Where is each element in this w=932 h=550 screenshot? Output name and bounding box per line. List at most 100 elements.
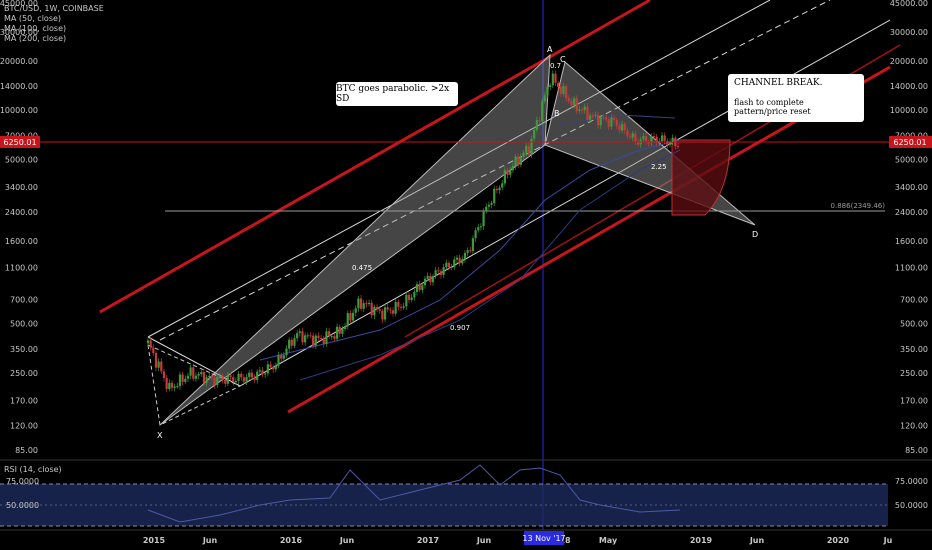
pattern-xab xyxy=(159,53,551,426)
price-tick-left-2: 20000.00 xyxy=(0,57,38,66)
candle-body xyxy=(282,355,285,359)
candle-body xyxy=(620,124,624,131)
candle-body xyxy=(290,339,293,346)
candle-body xyxy=(237,373,240,382)
price-tick-left-6: 5000.00 xyxy=(5,156,38,165)
candle-body xyxy=(482,210,485,227)
candle-body xyxy=(162,371,166,378)
candle-body xyxy=(375,306,379,310)
point-c-label: C xyxy=(560,55,566,64)
candle-body xyxy=(152,347,155,354)
candle-body xyxy=(359,298,363,309)
candle-body xyxy=(570,100,573,105)
symbol-label: BTC/USD, 1W, COINBASE xyxy=(4,4,104,13)
candle-body xyxy=(176,386,179,388)
candle-body xyxy=(567,98,570,101)
candle-body xyxy=(573,98,576,105)
candle-body xyxy=(655,136,658,143)
candle-body xyxy=(642,136,645,140)
candle-body xyxy=(157,361,160,368)
candle-body xyxy=(503,170,506,184)
date-marker-badge xyxy=(524,531,564,545)
candle-body xyxy=(362,303,365,309)
candle-body xyxy=(439,271,443,275)
price-tick-17: 85.00 xyxy=(905,446,928,455)
candle-body xyxy=(650,136,653,143)
candle-body xyxy=(186,375,190,379)
candle-body xyxy=(458,257,461,264)
candle-body xyxy=(277,354,280,366)
candle-body xyxy=(591,115,594,117)
candle-body xyxy=(615,119,618,126)
candle-body xyxy=(471,238,475,252)
candle-body xyxy=(644,136,648,143)
candle-body xyxy=(269,364,272,367)
candle-body xyxy=(429,275,432,283)
candle-body xyxy=(421,285,424,290)
price-tick-7: 3400.00 xyxy=(895,183,928,192)
date-marker-text: 13 Nov '17 xyxy=(522,534,565,543)
red-channel xyxy=(99,0,901,414)
candle-body xyxy=(242,377,245,382)
candle-body xyxy=(511,165,514,171)
parabolic-text: BTC goes parabolic. >2x SD xyxy=(336,84,450,104)
candle-body xyxy=(612,117,616,120)
candle-body xyxy=(535,120,538,131)
point-d-label: D xyxy=(752,230,758,239)
time-tick-7: May xyxy=(599,536,618,545)
candle-body xyxy=(258,370,261,372)
price-tick-left-4: 10000.00 xyxy=(0,106,38,115)
candle-body xyxy=(146,340,150,344)
ratio-label-2: 0.907 xyxy=(450,324,470,332)
candle-body xyxy=(493,188,496,204)
candle-body xyxy=(636,141,640,145)
candle-body xyxy=(607,119,610,127)
time-tick-6: 18 xyxy=(559,536,571,545)
candle-body xyxy=(335,326,339,339)
candle-body xyxy=(274,365,277,370)
candle-body xyxy=(495,188,498,191)
candle-body xyxy=(328,331,331,337)
candle-body xyxy=(418,284,421,290)
candle-body xyxy=(189,367,192,376)
candle-body xyxy=(506,170,509,175)
ratio-label-3: 2.25 xyxy=(651,163,667,171)
price-tick-left-17: 85.00 xyxy=(15,446,38,455)
candle-body xyxy=(663,135,666,141)
candle-body xyxy=(652,136,656,138)
candle-body xyxy=(301,331,304,343)
rsi-band xyxy=(0,484,888,526)
candle-body xyxy=(551,73,554,86)
candle-body xyxy=(383,307,387,320)
projection-zone xyxy=(671,139,731,216)
candle-body xyxy=(304,335,307,343)
fib-level-label: 0.886(2349.46) xyxy=(831,202,886,210)
price-tick-1: 30000.00 xyxy=(890,28,928,37)
candle-body xyxy=(197,374,200,376)
candle-body xyxy=(402,306,405,308)
candle-body xyxy=(314,335,317,346)
candle-body xyxy=(341,328,344,334)
candle-body xyxy=(317,335,320,338)
candle-body xyxy=(229,375,232,378)
price-tick-left-15: 170.00 xyxy=(10,397,38,406)
price-tick-15: 170.00 xyxy=(900,397,928,406)
candle-body xyxy=(533,130,536,139)
candle-body xyxy=(397,302,400,307)
price-tick-left-10: 1100.00 xyxy=(5,264,38,273)
candle-body xyxy=(671,137,674,142)
candle-body xyxy=(370,302,373,316)
candle-body xyxy=(546,86,549,96)
candle-body xyxy=(410,297,413,300)
ma50-label: MA (50, close) xyxy=(4,14,62,23)
candle-body xyxy=(226,375,229,384)
candle-body xyxy=(240,373,243,378)
candle-body xyxy=(581,109,584,111)
time-tick-11: Ju xyxy=(883,536,893,545)
time-tick-5: Jun xyxy=(476,536,492,545)
candle-body xyxy=(610,117,613,127)
candle-body xyxy=(668,141,672,145)
candle-body xyxy=(442,267,445,275)
candle-body xyxy=(676,146,680,148)
